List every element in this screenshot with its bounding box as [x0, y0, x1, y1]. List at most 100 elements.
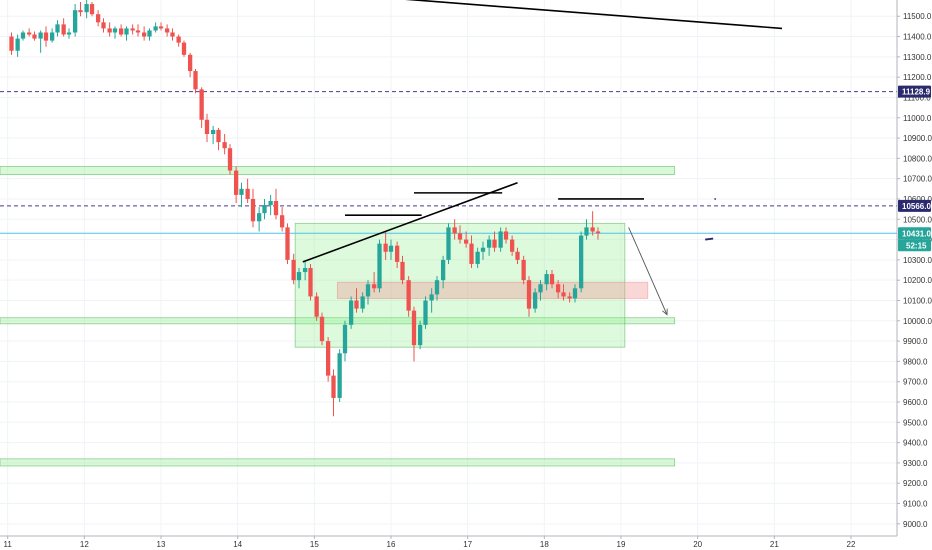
- candle-body: [480, 247, 486, 252]
- candle-body: [55, 24, 60, 33]
- candle-body: [285, 227, 290, 260]
- y-tick-label: 11200.0: [903, 73, 932, 82]
- candle-body: [434, 280, 440, 295]
- x-tick-label: 13: [157, 540, 166, 549]
- candle-body: [423, 300, 428, 325]
- y-tick-label: 9200.0: [903, 479, 928, 488]
- candle-body: [308, 268, 313, 297]
- x-tick-label: 17: [463, 540, 472, 549]
- zone-support-band: [0, 317, 676, 325]
- y-tick-label: 10800.0: [903, 154, 932, 163]
- y-tick-label: 10600.0: [903, 195, 932, 204]
- x-tick-label: 14: [233, 540, 242, 549]
- y-tick-label: 10500.0: [903, 215, 932, 224]
- candle-body: [463, 239, 469, 244]
- candle-body: [572, 288, 578, 299]
- candle-body: [544, 274, 549, 285]
- candle-body: [250, 198, 256, 222]
- y-tick-label: 10200.0: [903, 276, 932, 285]
- y-tick-label: 11400.0: [903, 33, 932, 42]
- y-tick-label: 9100.0: [903, 500, 928, 509]
- candle-body: [584, 227, 589, 236]
- y-tick-label: 11000.0: [903, 114, 932, 123]
- y-tick-label: 11500.0: [903, 12, 932, 21]
- candle-body: [273, 201, 279, 216]
- zone-support-band: [0, 166, 676, 176]
- candle-body: [38, 32, 43, 39]
- candle-body: [342, 324, 348, 354]
- candle-body: [66, 32, 72, 35]
- candle-body: [239, 188, 244, 195]
- candle-body: [348, 300, 354, 325]
- candle-body: [549, 274, 555, 285]
- projection-arrow: [628, 227, 668, 315]
- candle-body: [429, 294, 434, 301]
- trend-line: [302, 181, 518, 263]
- candle-body: [417, 324, 423, 346]
- y-tick-label: 11300.0: [903, 53, 932, 62]
- candle-body: [227, 148, 233, 171]
- y-tick-label: 9900.0: [903, 337, 928, 346]
- candle-body: [124, 28, 129, 35]
- x-tick-label: 12: [80, 540, 89, 549]
- y-tick-label: 10900.0: [903, 134, 932, 143]
- candle-body: [302, 268, 308, 273]
- candle-body: [245, 188, 250, 199]
- candle-body: [187, 54, 193, 72]
- drawings-layer: [302, 0, 783, 316]
- small-mark: [705, 237, 714, 241]
- candle-body: [446, 227, 451, 260]
- candle-body: [291, 259, 296, 281]
- candle-body: [365, 284, 371, 297]
- x-tick-label: 22: [847, 540, 856, 549]
- price-tag: [898, 85, 931, 98]
- arrow-head: [662, 308, 668, 316]
- y-tick-label: 9600.0: [903, 398, 928, 407]
- candle-body: [26, 32, 32, 35]
- x-axis[interactable]: 11 12 13 14 15 16 17 18 19 20 21 22: [0, 535, 897, 549]
- candle-body: [193, 71, 198, 90]
- candle-body: [406, 280, 411, 311]
- zone-mid-band: [336, 281, 649, 299]
- candle-body: [555, 284, 561, 293]
- countdown-tag: [898, 239, 931, 252]
- candle-body: [567, 296, 572, 299]
- candle-body: [170, 32, 175, 37]
- candle-body: [32, 34, 37, 39]
- candle-body: [61, 24, 66, 35]
- candle-body: [595, 231, 601, 234]
- x-tick-label: 19: [617, 540, 626, 549]
- candle-body: [118, 28, 124, 35]
- candle-body: [319, 316, 325, 342]
- y-axis[interactable]: 9000.0 9100.0 9200.0 9300.0 9400.0 9500.0 9600…: [896, 0, 932, 536]
- candle-body: [440, 259, 446, 281]
- candle-body: [43, 32, 49, 41]
- candle-body: [256, 213, 262, 222]
- price-tag: [898, 199, 931, 212]
- candle-body: [469, 243, 474, 264]
- x-tick-label: 20: [693, 540, 702, 549]
- candle-body: [147, 30, 152, 37]
- x-tick-label: 16: [387, 540, 396, 549]
- y-tick-label: 9000.0: [903, 520, 928, 529]
- candle-body: [130, 28, 135, 31]
- price-tags: 11128.9 10566.0 10431.0 52:15: [898, 85, 931, 252]
- candles-layer: [9, 0, 601, 417]
- candle-body: [84, 4, 89, 13]
- y-tick-label: 9800.0: [903, 357, 928, 366]
- candle-body: [210, 129, 216, 134]
- candle-body: [383, 243, 388, 252]
- x-tick-label: 15: [310, 540, 319, 549]
- candle-body: [492, 239, 497, 248]
- candle-body: [262, 205, 267, 214]
- candle-body: [394, 245, 400, 262]
- trend-line: [404, 0, 783, 30]
- candle-body: [377, 243, 382, 289]
- candle-body: [486, 239, 492, 248]
- candle-body: [135, 30, 141, 33]
- candle-body: [498, 231, 503, 248]
- zones-layer: [0, 166, 676, 467]
- candle-body: [331, 375, 336, 398]
- y-tick-label: 10000.0: [903, 317, 932, 326]
